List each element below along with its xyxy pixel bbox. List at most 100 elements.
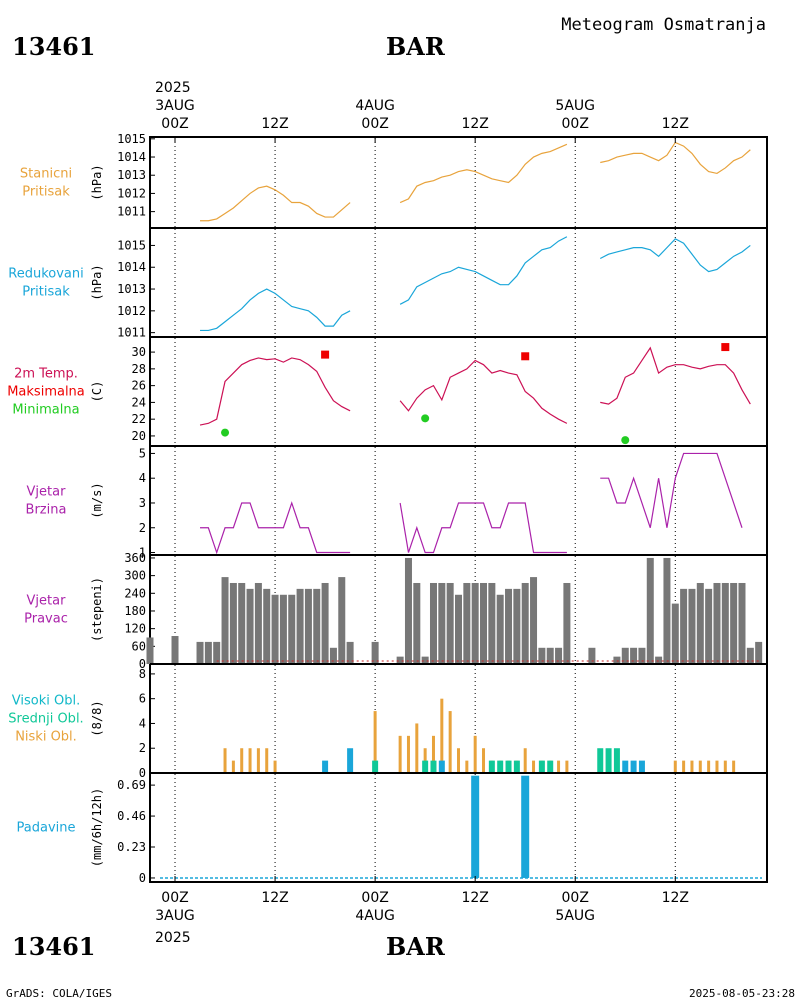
cloud-bar-niski [448, 711, 452, 773]
panel-5 [146, 554, 767, 665]
cloud-bar-srednji [505, 760, 512, 773]
wind-dir-bar [655, 656, 663, 664]
cloud-bar-srednji [547, 760, 554, 773]
y-tick-label: 6 [139, 692, 146, 706]
wind-dir-bar [346, 641, 354, 664]
y-axis-unit: (m/s) [90, 482, 104, 518]
wind-dir-bar [471, 582, 479, 664]
bottom-date-label: 4AUG [355, 908, 395, 924]
cloud-bar-niski [231, 760, 235, 773]
y-tick-label: 1015 [117, 132, 146, 146]
y-axis-unit: (stepeni) [90, 577, 104, 642]
y-tick-label: 0.46 [117, 809, 146, 823]
y-tick-label: 0 [139, 657, 146, 671]
station-id-top: 13461 [12, 32, 96, 61]
footer-timestamp: 2025-08-05-23:28 [689, 987, 795, 1000]
wind-dir-bar [204, 641, 212, 664]
series-line-day2 [399, 236, 568, 305]
wind-dir-bar [238, 582, 246, 664]
wind-dir-bar [246, 588, 254, 664]
y-tick-label: 20 [132, 429, 146, 443]
panel-label: Niski Obl. [15, 730, 77, 745]
y-tick-label: 360 [124, 551, 146, 565]
y-tick-label: 1 [139, 546, 146, 560]
wind-dir-bar [646, 557, 654, 664]
wind-dir-bar [171, 636, 179, 664]
cloud-bar-visoki [638, 760, 645, 773]
series-line-day3 [600, 346, 751, 405]
y-tick-label: 0.69 [117, 778, 146, 792]
wind-dir-bar [304, 588, 312, 664]
series-line-day1 [200, 185, 351, 222]
wind-dir-bar [404, 557, 412, 664]
y-tick-label: 26 [132, 379, 146, 393]
series-line-day2 [399, 359, 568, 424]
wind-dir-bar [396, 656, 404, 664]
wind-dir-bar [480, 582, 488, 664]
cloud-bar-srednji [597, 748, 604, 773]
wind-dir-bar [279, 594, 287, 664]
top-time-label: 12Z [662, 116, 689, 132]
wind-dir-bar [521, 582, 529, 664]
cloud-bar-niski [415, 723, 419, 773]
y-tick-label: 1012 [117, 186, 146, 200]
wind-dir-bar [705, 588, 713, 664]
series-line-day1 [200, 288, 351, 332]
wind-dir-bar [696, 582, 704, 664]
cloud-bar-niski [256, 748, 260, 773]
panel-label: Pritisak [22, 185, 70, 200]
cloud-bar-niski [457, 748, 460, 773]
cloud-bar-niski [373, 711, 377, 773]
bottom-time-label: 12Z [461, 890, 488, 906]
wind-dir-bar [296, 588, 304, 664]
wind-dir-bar [513, 588, 521, 664]
cloud-bar-niski [673, 760, 677, 773]
y-tick-label: 0.23 [117, 840, 146, 854]
wind-dir-bar [488, 582, 496, 664]
y-axis-unit: (hPa) [90, 264, 104, 300]
wind-dir-bar [413, 582, 421, 664]
y-tick-label: 1013 [117, 168, 146, 182]
panel-1 [150, 138, 751, 227]
cloud-bar-srednji [613, 748, 620, 773]
y-tick-label: 60 [132, 639, 146, 653]
y-tick-label: 4 [139, 716, 146, 730]
top-time-label: 00Z [361, 116, 388, 132]
wind-dir-bar [688, 588, 696, 664]
cloud-bar-niski [723, 760, 727, 773]
cloud-bar-niski [523, 748, 527, 773]
bottom-time-label: 12Z [662, 890, 689, 906]
panel-7 [150, 772, 767, 881]
top-time-label: 00Z [562, 116, 589, 132]
cloud-bar-visoki [622, 760, 629, 773]
cloud-bar-niski [715, 760, 719, 773]
min-temp-marker [221, 428, 230, 437]
precip-bar [471, 775, 480, 878]
y-tick-label: 4 [139, 471, 146, 485]
y-tick-label: 120 [124, 622, 146, 636]
bottom-time-label: 00Z [161, 890, 188, 906]
y-tick-label: 240 [124, 586, 146, 600]
y-tick-label: 22 [132, 412, 146, 426]
wind-dir-bar [229, 582, 237, 664]
cloud-bar-niski [473, 735, 477, 773]
wind-dir-bar [621, 647, 629, 664]
wind-dir-bar [254, 582, 262, 664]
panel-label: Brzina [26, 503, 67, 518]
wind-dir-bar [455, 594, 462, 664]
y-tick-label: 8 [139, 667, 146, 681]
station-id-bottom: 13461 [12, 932, 96, 961]
series-line-day1 [200, 501, 351, 555]
panel-4 [150, 445, 767, 555]
y-tick-label: 1015 [117, 238, 146, 252]
wind-dir-bar [671, 603, 679, 664]
wind-dir-bar [738, 582, 746, 664]
cloud-bar-niski [431, 735, 435, 773]
top-time-label: 12Z [261, 116, 288, 132]
panel-6 [150, 663, 767, 774]
top-date-label: 5AUG [555, 98, 595, 114]
bottom-date-label: 5AUG [555, 908, 595, 924]
wind-dir-bar [321, 582, 329, 664]
series-line-day1 [199, 357, 351, 426]
cloud-bar-niski [265, 748, 269, 773]
